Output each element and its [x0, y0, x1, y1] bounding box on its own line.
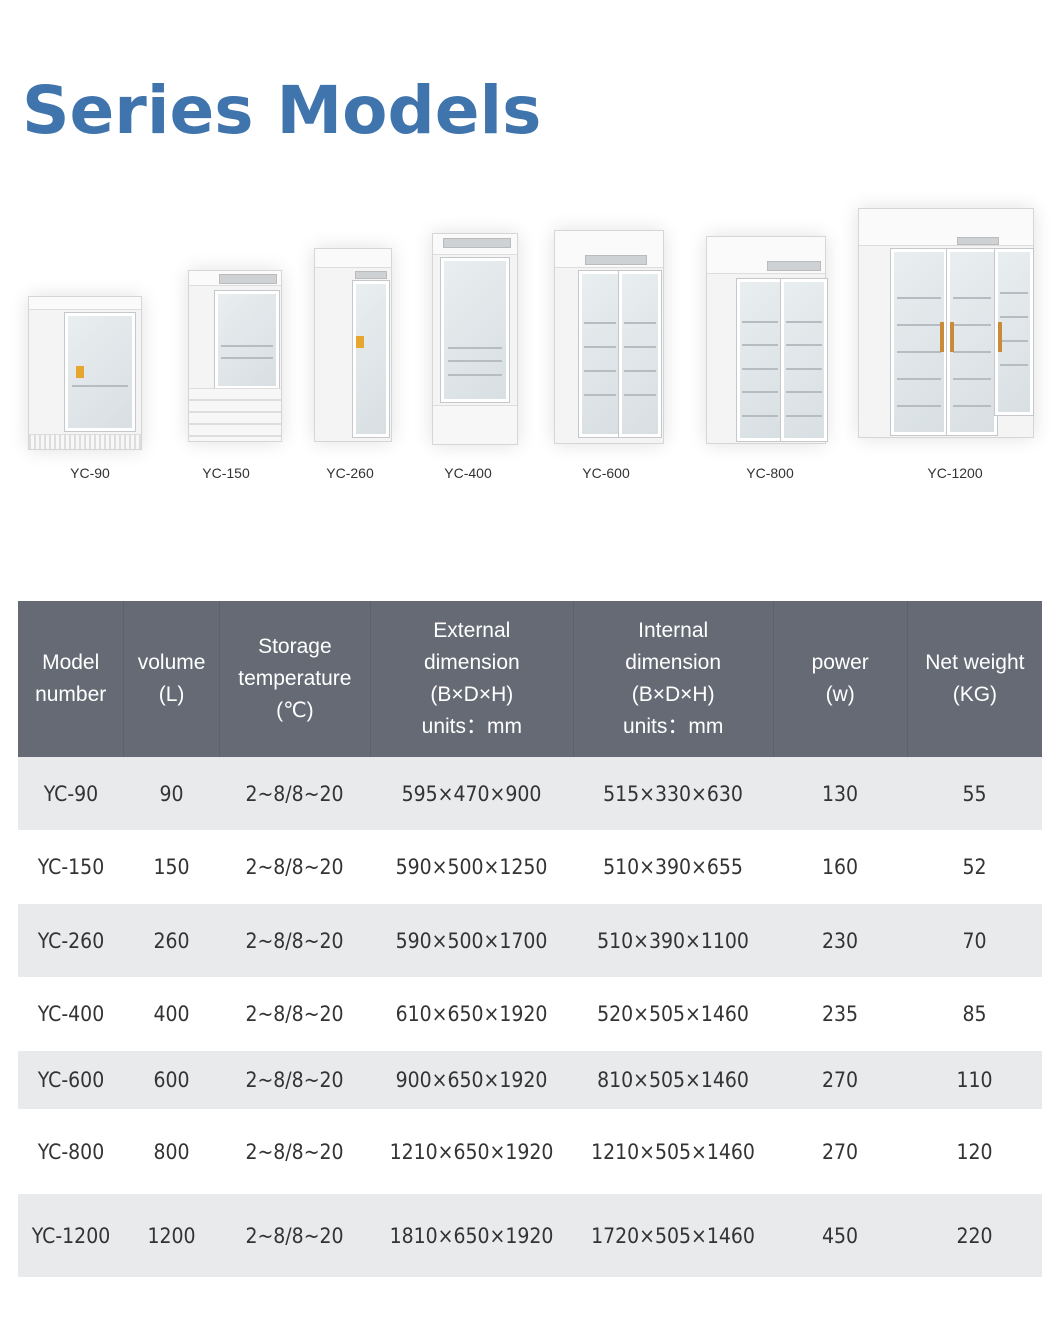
- cell-temperature: 2~8/8~20: [245, 1068, 344, 1092]
- table-row: YC-800 800 2~8/8~20 1210×650×1920 1210×5…: [18, 1109, 1042, 1194]
- cell-model: YC-260: [37, 928, 105, 953]
- cell-internal: 810×505×1460: [597, 1068, 749, 1092]
- specs-table: Model number volume (L) Storage temperature…: [18, 601, 1042, 1277]
- cell-volume: 800: [153, 1139, 190, 1164]
- cell-external: 1810×650×1920: [389, 1223, 554, 1248]
- cell-temperature: 2~8/8~20: [245, 1002, 344, 1026]
- product-label: YC-90: [70, 465, 110, 481]
- header-volume: volume (L): [124, 601, 220, 757]
- table-row: YC-400 400 2~8/8~20 610×650×1920 520×505…: [18, 977, 1042, 1051]
- cell-temperature: 2~8/8~20: [245, 781, 344, 806]
- cell-volume: 90: [159, 781, 184, 806]
- header-model-number: Model number: [18, 601, 125, 757]
- fridge-image: [432, 233, 518, 445]
- cell-power: 230: [821, 928, 859, 953]
- cell-internal: 520×505×1460: [597, 1002, 749, 1026]
- product-label: YC-800: [746, 465, 794, 481]
- table-row: YC-90 90 2~8/8~20 595×470×900 515×330×63…: [18, 757, 1042, 830]
- cell-weight: 220: [956, 1223, 993, 1248]
- cell-power: 130: [821, 781, 859, 806]
- header-power: power (w): [774, 601, 908, 757]
- cell-external: 590×500×1250: [395, 855, 548, 879]
- table-row: YC-1200 1200 2~8/8~20 1810×650×1920 1720…: [18, 1194, 1042, 1277]
- header-external-dimension: External dimension (B×D×H) units：mm: [371, 601, 574, 757]
- cell-internal: 510×390×655: [603, 855, 743, 879]
- cell-model: YC-150: [37, 855, 105, 879]
- cell-weight: 52: [962, 855, 987, 879]
- product-label: YC-400: [444, 465, 492, 481]
- fridge-image: [188, 270, 282, 442]
- header-net-weight: Net weight (KG): [925, 651, 1025, 706]
- cell-weight: 85: [962, 1002, 987, 1026]
- cell-volume: 260: [153, 928, 190, 953]
- fridge-image: [858, 208, 1034, 438]
- product-label: YC-260: [326, 465, 374, 481]
- cell-external: 595×470×900: [401, 781, 542, 806]
- cell-model: YC-400: [37, 1002, 105, 1026]
- cell-model: YC-1200: [31, 1223, 111, 1248]
- product-label: YC-1200: [927, 465, 983, 481]
- cell-weight: 55: [962, 781, 987, 806]
- table-row: YC-600 600 2~8/8~20 900×650×1920 810×505…: [18, 1051, 1042, 1109]
- cell-power: 270: [821, 1139, 859, 1164]
- product-label: YC-150: [202, 465, 250, 481]
- cell-volume: 400: [153, 1002, 190, 1026]
- cell-external: 590×500×1700: [395, 928, 548, 953]
- fridge-image: [28, 296, 142, 450]
- cell-internal: 510×390×1100: [597, 928, 749, 953]
- cell-model: YC-600: [37, 1068, 105, 1092]
- table-row: YC-150 150 2~8/8~20 590×500×1250 510×390…: [18, 830, 1042, 904]
- cell-power: 160: [821, 855, 859, 879]
- cell-external: 900×650×1920: [395, 1068, 548, 1092]
- cell-model: YC-90: [43, 781, 99, 806]
- cell-temperature: 2~8/8~20: [245, 928, 344, 953]
- cell-power: 235: [821, 1002, 859, 1026]
- product-label: YC-600: [582, 465, 630, 481]
- cell-weight: 120: [956, 1139, 993, 1164]
- fridge-image: [314, 248, 392, 442]
- cell-temperature: 2~8/8~20: [245, 855, 344, 879]
- cell-temperature: 2~8/8~20: [245, 1223, 344, 1248]
- cell-power: 270: [821, 1068, 859, 1092]
- product-gallery: YC-90 YC-150 YC-260: [0, 200, 1060, 500]
- cell-internal: 1720×505×1460: [591, 1223, 755, 1248]
- table-header: Model number volume (L) Storage temperature…: [18, 601, 1042, 757]
- cell-weight: 110: [956, 1068, 993, 1092]
- cell-temperature: 2~8/8~20: [245, 1139, 344, 1164]
- cell-model: YC-800: [37, 1139, 105, 1164]
- cell-external: 1210×650×1920: [389, 1139, 554, 1164]
- cell-internal: 1210×505×1460: [591, 1139, 755, 1164]
- cell-external: 610×650×1920: [395, 1002, 548, 1026]
- fridge-image: [554, 230, 664, 444]
- cell-power: 450: [821, 1223, 859, 1248]
- cell-volume: 600: [153, 1068, 190, 1092]
- header-internal-dimension: Internal dimension (B×D×H) units：mm: [574, 601, 774, 757]
- header-storage-temperature: Storage temperature (℃): [220, 601, 371, 757]
- fridge-image: [706, 236, 828, 444]
- page-title: Series Models: [22, 72, 542, 149]
- cell-weight: 70: [962, 928, 987, 953]
- cell-internal: 515×330×630: [603, 781, 743, 806]
- cell-volume: 1200: [147, 1223, 196, 1248]
- table-row: YC-260 260 2~8/8~20 590×500×1700 510×390…: [18, 904, 1042, 977]
- cell-volume: 150: [153, 855, 190, 879]
